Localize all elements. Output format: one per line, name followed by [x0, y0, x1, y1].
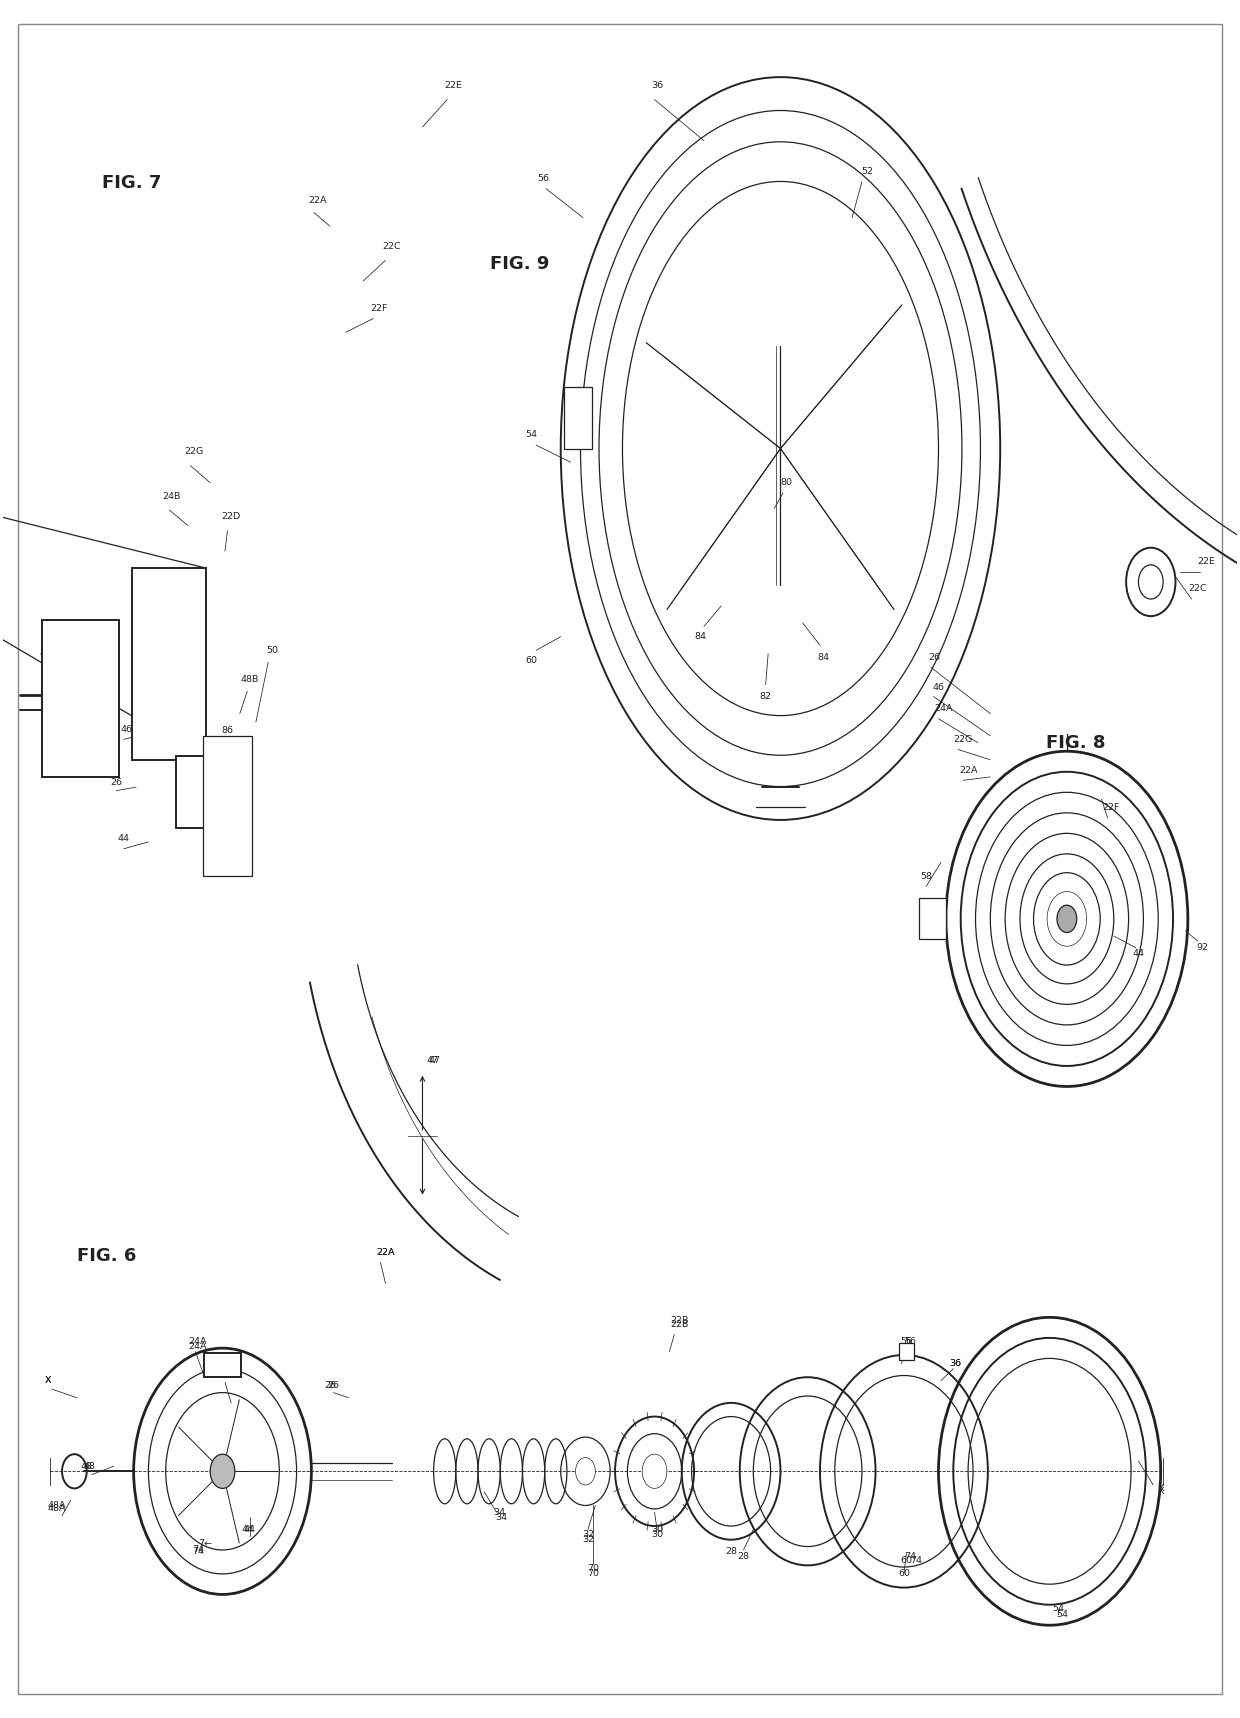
Text: 92: 92: [1197, 943, 1209, 952]
Text: 48B: 48B: [241, 675, 259, 684]
Text: 56: 56: [537, 174, 549, 182]
Text: X: X: [45, 1376, 52, 1385]
Text: 22F: 22F: [371, 304, 388, 313]
Text: 60: 60: [525, 656, 537, 665]
Text: 74: 74: [910, 1557, 923, 1565]
Text: 47: 47: [429, 1057, 441, 1065]
Text: 46: 46: [120, 725, 133, 734]
Text: 54: 54: [1056, 1610, 1068, 1620]
Text: 44: 44: [242, 1526, 253, 1534]
Text: 22A: 22A: [309, 196, 327, 204]
Text: 26: 26: [324, 1381, 336, 1390]
Text: 28: 28: [738, 1553, 749, 1562]
Text: 48A: 48A: [40, 649, 58, 658]
Text: X: X: [1157, 1488, 1164, 1496]
Text: 22C: 22C: [382, 242, 401, 251]
Text: 70: 70: [587, 1565, 599, 1574]
Text: 46: 46: [219, 1371, 231, 1380]
Text: FIG. 8: FIG. 8: [1045, 734, 1105, 752]
Text: 86: 86: [222, 727, 233, 735]
Text: 22B: 22B: [670, 1319, 688, 1328]
Text: 24B: 24B: [162, 491, 181, 502]
Text: 50: 50: [265, 646, 278, 655]
Text: 28: 28: [725, 1548, 737, 1557]
Bar: [203, 735, 252, 876]
Text: 30: 30: [651, 1526, 663, 1534]
Text: 22A: 22A: [959, 766, 977, 775]
Circle shape: [1056, 905, 1076, 933]
Text: 74: 74: [192, 1546, 203, 1555]
Text: 32: 32: [582, 1531, 594, 1539]
Text: 7←: 7←: [198, 1539, 212, 1548]
Text: 80: 80: [781, 478, 792, 488]
Text: 84: 84: [694, 632, 707, 641]
Text: 48: 48: [83, 1462, 95, 1471]
Text: X: X: [1157, 1484, 1164, 1493]
Text: 46: 46: [932, 684, 945, 692]
Text: 60: 60: [898, 1570, 910, 1579]
Text: 24A: 24A: [188, 1337, 207, 1345]
Text: 82: 82: [760, 692, 771, 701]
Text: 47: 47: [427, 1057, 439, 1065]
Text: 84: 84: [817, 653, 830, 661]
Text: FIG. 9: FIG. 9: [490, 254, 549, 273]
Bar: [176, 756, 249, 828]
Bar: [42, 620, 119, 777]
Text: 34: 34: [496, 1514, 507, 1522]
Text: 44: 44: [118, 833, 130, 844]
Bar: [133, 569, 207, 759]
Text: 36: 36: [950, 1359, 962, 1368]
Text: FIG. 6: FIG. 6: [77, 1247, 136, 1264]
Text: 22G: 22G: [954, 735, 973, 744]
Circle shape: [210, 1453, 234, 1488]
Text: 22B: 22B: [670, 1316, 688, 1325]
Text: 34: 34: [494, 1508, 505, 1517]
Text: 24A: 24A: [188, 1342, 207, 1350]
Text: 48: 48: [81, 1462, 93, 1471]
Text: 74: 74: [192, 1548, 203, 1557]
Text: FIG. 7: FIG. 7: [102, 175, 161, 192]
Text: 60: 60: [900, 1557, 913, 1565]
Text: 48: 48: [89, 629, 102, 637]
Text: 24A: 24A: [934, 704, 952, 713]
Bar: [205, 1354, 241, 1378]
Text: 26: 26: [929, 653, 941, 661]
Text: 30: 30: [651, 1531, 663, 1539]
Bar: [919, 899, 946, 940]
Circle shape: [575, 1457, 595, 1484]
Text: 26: 26: [327, 1381, 340, 1390]
Text: 44: 44: [1132, 948, 1145, 957]
Text: 22A: 22A: [376, 1247, 394, 1258]
Text: 36: 36: [651, 81, 663, 91]
Text: 22A: 22A: [376, 1247, 394, 1258]
Text: 22D: 22D: [222, 512, 241, 522]
Text: 22E: 22E: [1198, 557, 1215, 565]
Text: 22G: 22G: [185, 447, 203, 457]
Text: 48A: 48A: [48, 1502, 67, 1510]
Text: 74: 74: [904, 1553, 916, 1562]
Text: 56: 56: [904, 1337, 916, 1345]
Bar: [899, 1343, 914, 1361]
Text: 22E: 22E: [444, 81, 463, 91]
Text: 46: 46: [222, 1368, 233, 1376]
Bar: [564, 387, 591, 448]
Text: 52: 52: [861, 167, 873, 175]
Text: 22C: 22C: [1188, 584, 1207, 593]
Text: 32: 32: [582, 1536, 594, 1544]
Text: 70: 70: [587, 1570, 599, 1579]
Text: 36: 36: [950, 1359, 962, 1368]
Text: 58: 58: [920, 871, 932, 881]
Text: 54: 54: [1053, 1603, 1064, 1613]
Text: 24A: 24A: [53, 704, 71, 713]
Text: 22F: 22F: [1102, 804, 1120, 813]
Circle shape: [642, 1453, 667, 1488]
Text: X: X: [45, 1376, 52, 1385]
Text: 54: 54: [525, 430, 537, 440]
Text: 26: 26: [110, 778, 123, 787]
Text: 48A: 48A: [48, 1505, 67, 1514]
Text: 44: 44: [244, 1526, 255, 1534]
Text: 56: 56: [900, 1337, 913, 1345]
